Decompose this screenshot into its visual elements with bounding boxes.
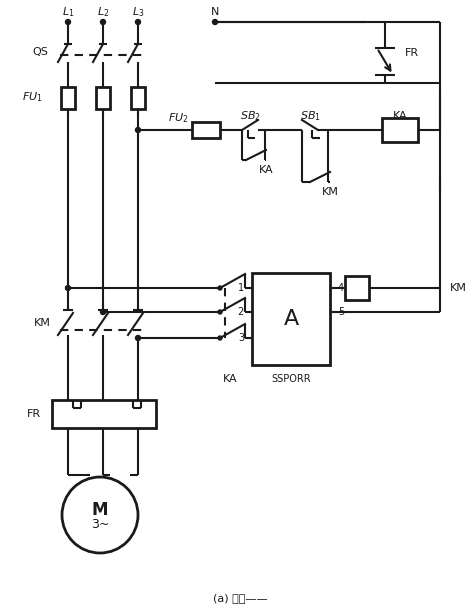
Bar xyxy=(96,87,110,109)
Bar xyxy=(131,87,145,109)
Circle shape xyxy=(100,20,106,25)
Text: $L_1$: $L_1$ xyxy=(62,5,74,19)
Circle shape xyxy=(218,286,222,290)
Circle shape xyxy=(66,285,70,290)
Text: KM: KM xyxy=(450,283,467,293)
Text: 2: 2 xyxy=(238,307,244,317)
Text: 3~: 3~ xyxy=(91,518,109,531)
Text: FR: FR xyxy=(27,409,41,419)
Text: (a) 电路——: (a) 电路—— xyxy=(212,593,267,603)
Text: KA: KA xyxy=(223,374,237,384)
Circle shape xyxy=(136,20,141,25)
Circle shape xyxy=(100,309,106,314)
Text: 4: 4 xyxy=(338,283,344,293)
Text: A: A xyxy=(283,309,299,329)
Text: $L_2$: $L_2$ xyxy=(97,5,109,19)
Circle shape xyxy=(62,477,138,553)
Bar xyxy=(52,400,156,428)
Circle shape xyxy=(136,127,141,132)
Text: $SB_2$: $SB_2$ xyxy=(240,109,260,123)
Text: KA: KA xyxy=(393,111,407,121)
Text: 1: 1 xyxy=(238,283,244,293)
Circle shape xyxy=(218,310,222,314)
Text: $L_3$: $L_3$ xyxy=(132,5,144,19)
Bar xyxy=(252,273,330,365)
Text: FR: FR xyxy=(405,48,419,58)
Text: KA: KA xyxy=(259,165,273,175)
Bar xyxy=(382,118,418,142)
Circle shape xyxy=(212,20,218,25)
Bar xyxy=(345,276,369,300)
Bar xyxy=(61,87,75,109)
Circle shape xyxy=(136,336,141,341)
Text: SSPORR: SSPORR xyxy=(271,374,311,384)
Text: N: N xyxy=(211,7,219,17)
Circle shape xyxy=(66,20,70,25)
Text: $SB_1$: $SB_1$ xyxy=(300,109,320,123)
Text: $FU_1$: $FU_1$ xyxy=(22,90,42,104)
Text: 3: 3 xyxy=(238,333,244,343)
Text: M: M xyxy=(92,501,108,519)
Text: KM: KM xyxy=(322,187,339,197)
Text: 5: 5 xyxy=(338,307,344,317)
Text: KM: KM xyxy=(34,318,51,328)
Bar xyxy=(192,122,220,138)
Text: QS: QS xyxy=(32,47,48,57)
Text: $FU_2$: $FU_2$ xyxy=(167,111,189,125)
Circle shape xyxy=(218,336,222,340)
